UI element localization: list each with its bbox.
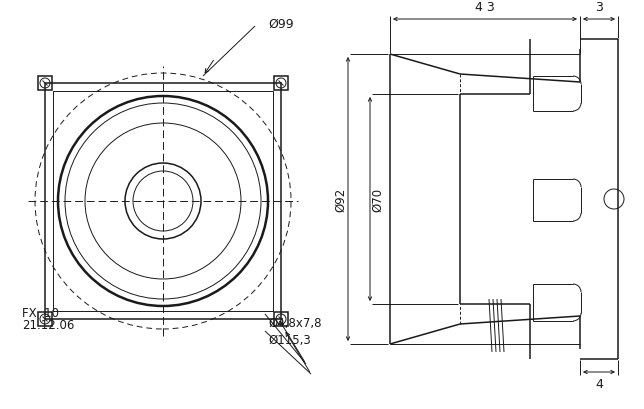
Bar (38, 312, 52, 326)
Bar (274, 77, 288, 91)
Text: Ø99: Ø99 (268, 18, 294, 30)
Text: FX  10: FX 10 (22, 306, 59, 319)
Text: Ø92: Ø92 (334, 187, 348, 211)
Bar (38, 77, 52, 91)
Text: 21.12.06: 21.12.06 (22, 318, 74, 331)
Text: 3: 3 (595, 1, 603, 14)
Bar (274, 312, 288, 326)
Text: Ø70: Ø70 (372, 187, 384, 211)
Text: Ø115,3: Ø115,3 (268, 333, 311, 346)
Bar (45, 84, 281, 319)
Text: 4 3: 4 3 (475, 1, 495, 14)
Bar (53, 92, 273, 311)
Text: 4: 4 (595, 377, 603, 390)
Text: Ø4,8x7,8: Ø4,8x7,8 (268, 316, 321, 329)
